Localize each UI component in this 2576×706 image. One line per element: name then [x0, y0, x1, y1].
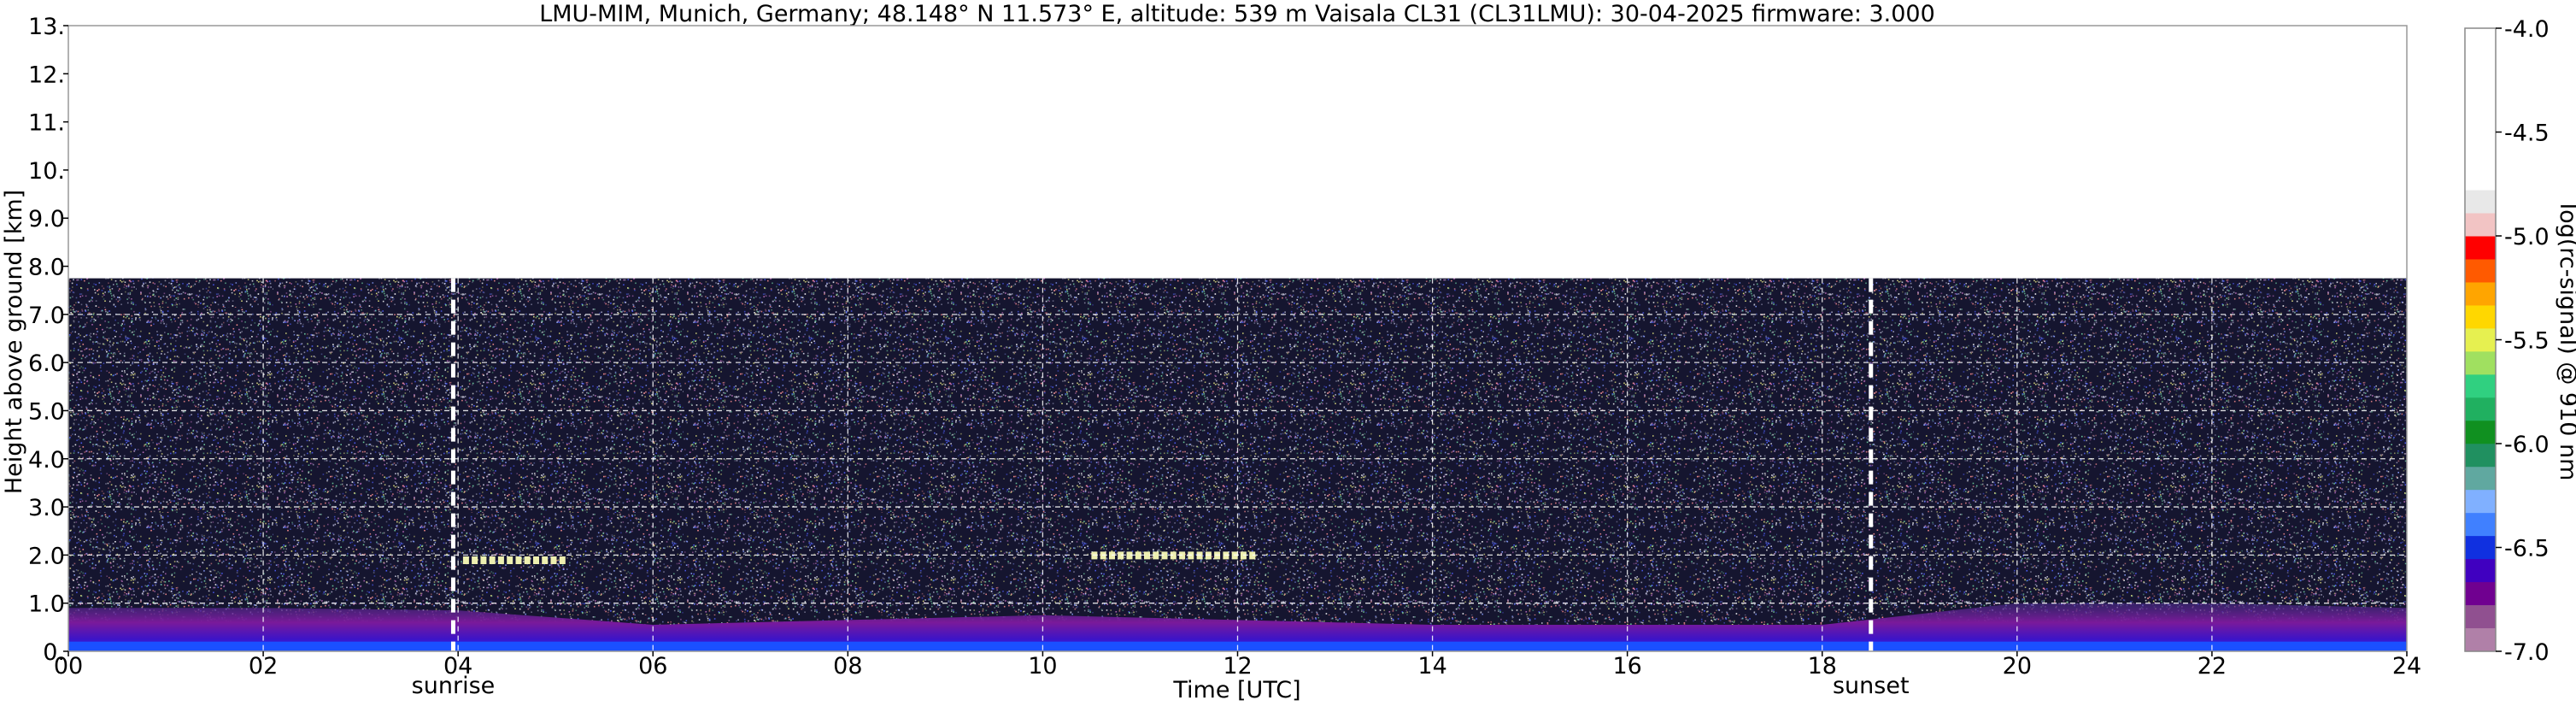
colorbar-segment: [2465, 190, 2496, 215]
signal-noise-region: [68, 278, 2407, 651]
colorbar-segment: [2465, 490, 2496, 514]
y-tick-label: 11.: [28, 110, 65, 137]
cloud-mark: [1161, 551, 1168, 560]
cloud-mark: [1144, 551, 1150, 560]
x-tick-label: 18: [1808, 653, 1837, 680]
x-tick-label: 10: [1028, 653, 1057, 680]
x-axis-ticks: 00 02 04 06 08 10 12 14 16 18 20 22 24: [54, 651, 2421, 680]
colorbar-segment: [2465, 305, 2496, 329]
colorbar: [2464, 27, 2497, 652]
cloud-mark: [1249, 551, 1256, 560]
x-axis-label: Time [UTC]: [1172, 677, 1300, 703]
colorbar-segment: [2465, 513, 2496, 537]
y-tick-label: 1.0: [28, 591, 65, 618]
y-tick-label: 4.0: [28, 447, 65, 474]
y-tick-label: 5.0: [28, 398, 65, 425]
cloud-mark: [462, 556, 469, 564]
x-tick-label: 06: [638, 653, 667, 680]
x-tick-label: 20: [2003, 653, 2032, 680]
cloud-mark: [550, 556, 557, 564]
x-tick-label: 04: [443, 653, 472, 680]
y-tick-label: 2.0: [28, 543, 65, 569]
x-tick-label: 00: [54, 653, 83, 680]
colorbar-ticks: -4.0 -4.5 -5.0 -5.5 -6.0 -6.5 -7.0: [2496, 16, 2550, 666]
y-tick-label: 3.0: [28, 495, 65, 521]
cloud-mark: [533, 556, 539, 564]
colorbar-segment: [2465, 374, 2496, 398]
cloud-mark: [507, 556, 513, 564]
y-tick-label: 8.0: [28, 255, 65, 281]
event-label: sunrise: [412, 673, 496, 699]
colorbar-segment: [2465, 282, 2496, 306]
chart-title: LMU-MIM, Munich, Germany; 48.148° N 11.5…: [539, 1, 1935, 27]
x-tick-label: 24: [2392, 653, 2421, 680]
y-tick-label: 9.0: [28, 206, 65, 232]
colorbar-segment: [2465, 213, 2496, 238]
cloud-mark: [1118, 551, 1124, 560]
plot-area: [67, 25, 2408, 652]
colorbar-segment: [2465, 259, 2496, 284]
colorbar-segment: [2465, 28, 2496, 191]
colorbar-tick-label: -6.0: [2504, 432, 2550, 458]
cloud-mark: [524, 556, 531, 564]
y-tick-label: 12.: [28, 62, 65, 88]
colorbar-segment: [2465, 397, 2496, 421]
y-tick-label: 10.: [28, 158, 65, 185]
colorbar-tick-label: -6.5: [2504, 536, 2550, 562]
cloud-mark: [542, 556, 549, 564]
y-axis-label: Height above ground [km]: [1, 190, 27, 494]
colorbar-segment: [2465, 328, 2496, 352]
colorbar-segment: [2465, 605, 2496, 629]
x-tick-label: 14: [1417, 653, 1446, 680]
grid-lines: [68, 278, 2407, 651]
colorbar-tick-label: -5.5: [2504, 328, 2550, 355]
event-labels: sunrise sunset: [412, 673, 1910, 699]
colorbar-tick-label: -4.0: [2504, 16, 2550, 43]
x-tick-label: 02: [249, 653, 278, 680]
colorbar-segment: [2465, 351, 2496, 375]
colorbar-segment: [2465, 444, 2496, 468]
cloud-mark: [1126, 551, 1133, 560]
cloud-mark: [515, 556, 522, 564]
colorbar-segment: [2465, 628, 2496, 652]
colorbar-segment: [2465, 421, 2496, 444]
y-tick-label: 7.0: [28, 303, 65, 329]
x-tick-label: 22: [2198, 653, 2227, 680]
y-tick-label: 6.0: [28, 350, 65, 377]
y-tick-label: 0.: [43, 639, 65, 666]
plot-content: [68, 278, 2407, 651]
colorbar-segment: [2465, 236, 2496, 261]
colorbar-segment: [2465, 559, 2496, 583]
cloud-mark: [1135, 551, 1141, 560]
colorbar-segment: [2465, 536, 2496, 560]
cloud-mark: [1153, 551, 1159, 560]
cloud-mark: [472, 556, 478, 564]
colorbar-label: log(rc-signal) @ 910 nm: [2555, 203, 2576, 481]
cloud-mark: [1170, 551, 1177, 560]
colorbar-segment: [2465, 582, 2496, 606]
cloud-mark: [480, 556, 487, 564]
y-tick-label: 13.: [28, 14, 65, 40]
colorbar-tick-label: -7.0: [2504, 639, 2550, 666]
x-tick-label: 08: [833, 653, 862, 680]
x-tick-label: 12: [1223, 653, 1252, 680]
cloud-mark: [497, 556, 504, 564]
y-axis-ticks: 0. 1.0 2.0 3.0 4.0 5.0 6.0 7.0 8.0 9.0 10. 11. 12. 13…: [28, 14, 68, 666]
colorbar-segment: [2465, 467, 2496, 491]
event-lines: [450, 278, 1874, 651]
event-label: sunset: [1833, 673, 1910, 699]
cloud-mark: [559, 556, 566, 564]
colorbar-tick-label: -4.5: [2504, 121, 2550, 147]
colorbar-tick-label: -5.0: [2504, 224, 2550, 250]
x-tick-label: 16: [1612, 653, 1641, 680]
cloud-mark: [489, 556, 496, 564]
